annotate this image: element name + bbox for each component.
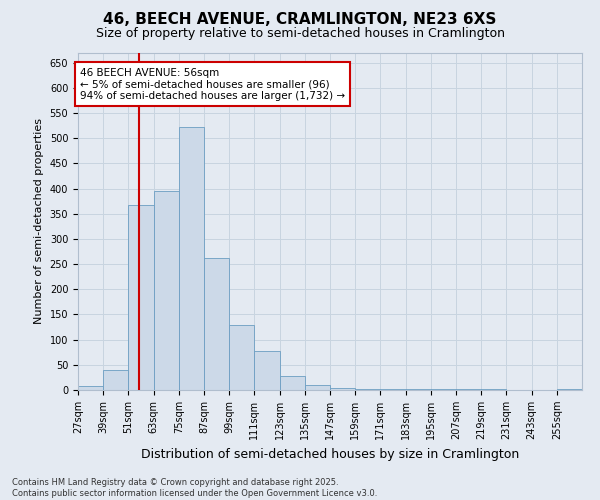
Y-axis label: Number of semi-detached properties: Number of semi-detached properties bbox=[34, 118, 44, 324]
X-axis label: Distribution of semi-detached houses by size in Cramlington: Distribution of semi-detached houses by … bbox=[141, 448, 519, 460]
Bar bbox=[330, 388, 355, 390]
Bar bbox=[557, 389, 582, 390]
Text: Contains HM Land Registry data © Crown copyright and database right 2025.
Contai: Contains HM Land Registry data © Crown c… bbox=[12, 478, 377, 498]
Bar bbox=[380, 389, 406, 390]
Bar bbox=[128, 205, 154, 390]
Bar bbox=[204, 258, 229, 390]
Bar bbox=[254, 351, 280, 390]
Text: 46, BEECH AVENUE, CRAMLINGTON, NE23 6XS: 46, BEECH AVENUE, CRAMLINGTON, NE23 6XS bbox=[103, 12, 497, 28]
Bar bbox=[406, 389, 431, 390]
Bar bbox=[154, 191, 179, 390]
Bar bbox=[305, 385, 330, 390]
Bar bbox=[103, 370, 128, 390]
Bar bbox=[78, 386, 103, 390]
Bar bbox=[229, 324, 254, 390]
Bar bbox=[179, 127, 204, 390]
Bar bbox=[280, 376, 305, 390]
Text: 46 BEECH AVENUE: 56sqm
← 5% of semi-detached houses are smaller (96)
94% of semi: 46 BEECH AVENUE: 56sqm ← 5% of semi-deta… bbox=[80, 68, 345, 101]
Text: Size of property relative to semi-detached houses in Cramlington: Size of property relative to semi-detach… bbox=[95, 28, 505, 40]
Bar bbox=[355, 389, 380, 390]
